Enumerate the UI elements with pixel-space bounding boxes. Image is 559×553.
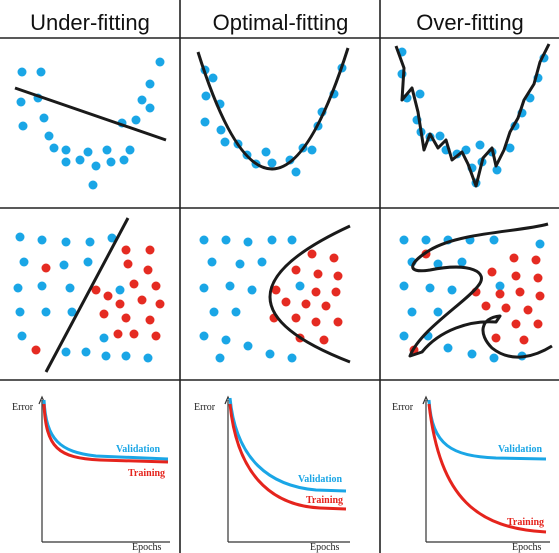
error-over-xlabel: Epochs	[512, 542, 542, 553]
classification-under-boundary	[44, 217, 130, 373]
error-optimal-validation-label: Validation	[298, 474, 343, 485]
error-optimal-validation-curve	[228, 397, 347, 493]
error-over-training-label: Training	[507, 517, 544, 528]
error-under-training-curve	[42, 403, 169, 464]
error-optimal-xlabel: Epochs	[310, 542, 340, 553]
classification-over-boundary	[408, 222, 553, 359]
classification-under-red-points	[31, 245, 165, 355]
error-optimal-ylabel: Error	[194, 402, 216, 413]
regression-optimal-fit-curve	[196, 47, 350, 171]
classification-under-blue-points	[13, 232, 153, 363]
error-over-training-curve	[427, 403, 547, 534]
regression-under-points	[16, 57, 165, 190]
error-optimal-training-label: Training	[306, 495, 343, 506]
regression-under-fit-line	[14, 86, 167, 142]
error-over-validation-label: Validation	[498, 444, 543, 455]
error-under-ylabel: Error	[12, 402, 34, 413]
error-under-validation-label: Validation	[116, 444, 161, 455]
header-over-fitting: Over-fitting	[416, 10, 524, 35]
header-under-fitting: Under-fitting	[30, 10, 150, 35]
error-optimal-axes	[224, 395, 350, 543]
classification-optimal-blue-points	[199, 235, 305, 363]
classification-optimal-red-points	[269, 249, 343, 345]
error-under-training-label: Training	[128, 468, 165, 479]
classification-optimal-boundary	[268, 224, 351, 364]
error-over-ylabel: Error	[392, 402, 414, 413]
error-optimal-training-curve	[228, 403, 347, 511]
error-under-xlabel: Epochs	[132, 542, 162, 553]
regression-over-fit-curve	[394, 43, 551, 188]
classification-over-red-points	[409, 249, 545, 355]
header-optimal-fitting: Optimal-fitting	[212, 10, 349, 35]
